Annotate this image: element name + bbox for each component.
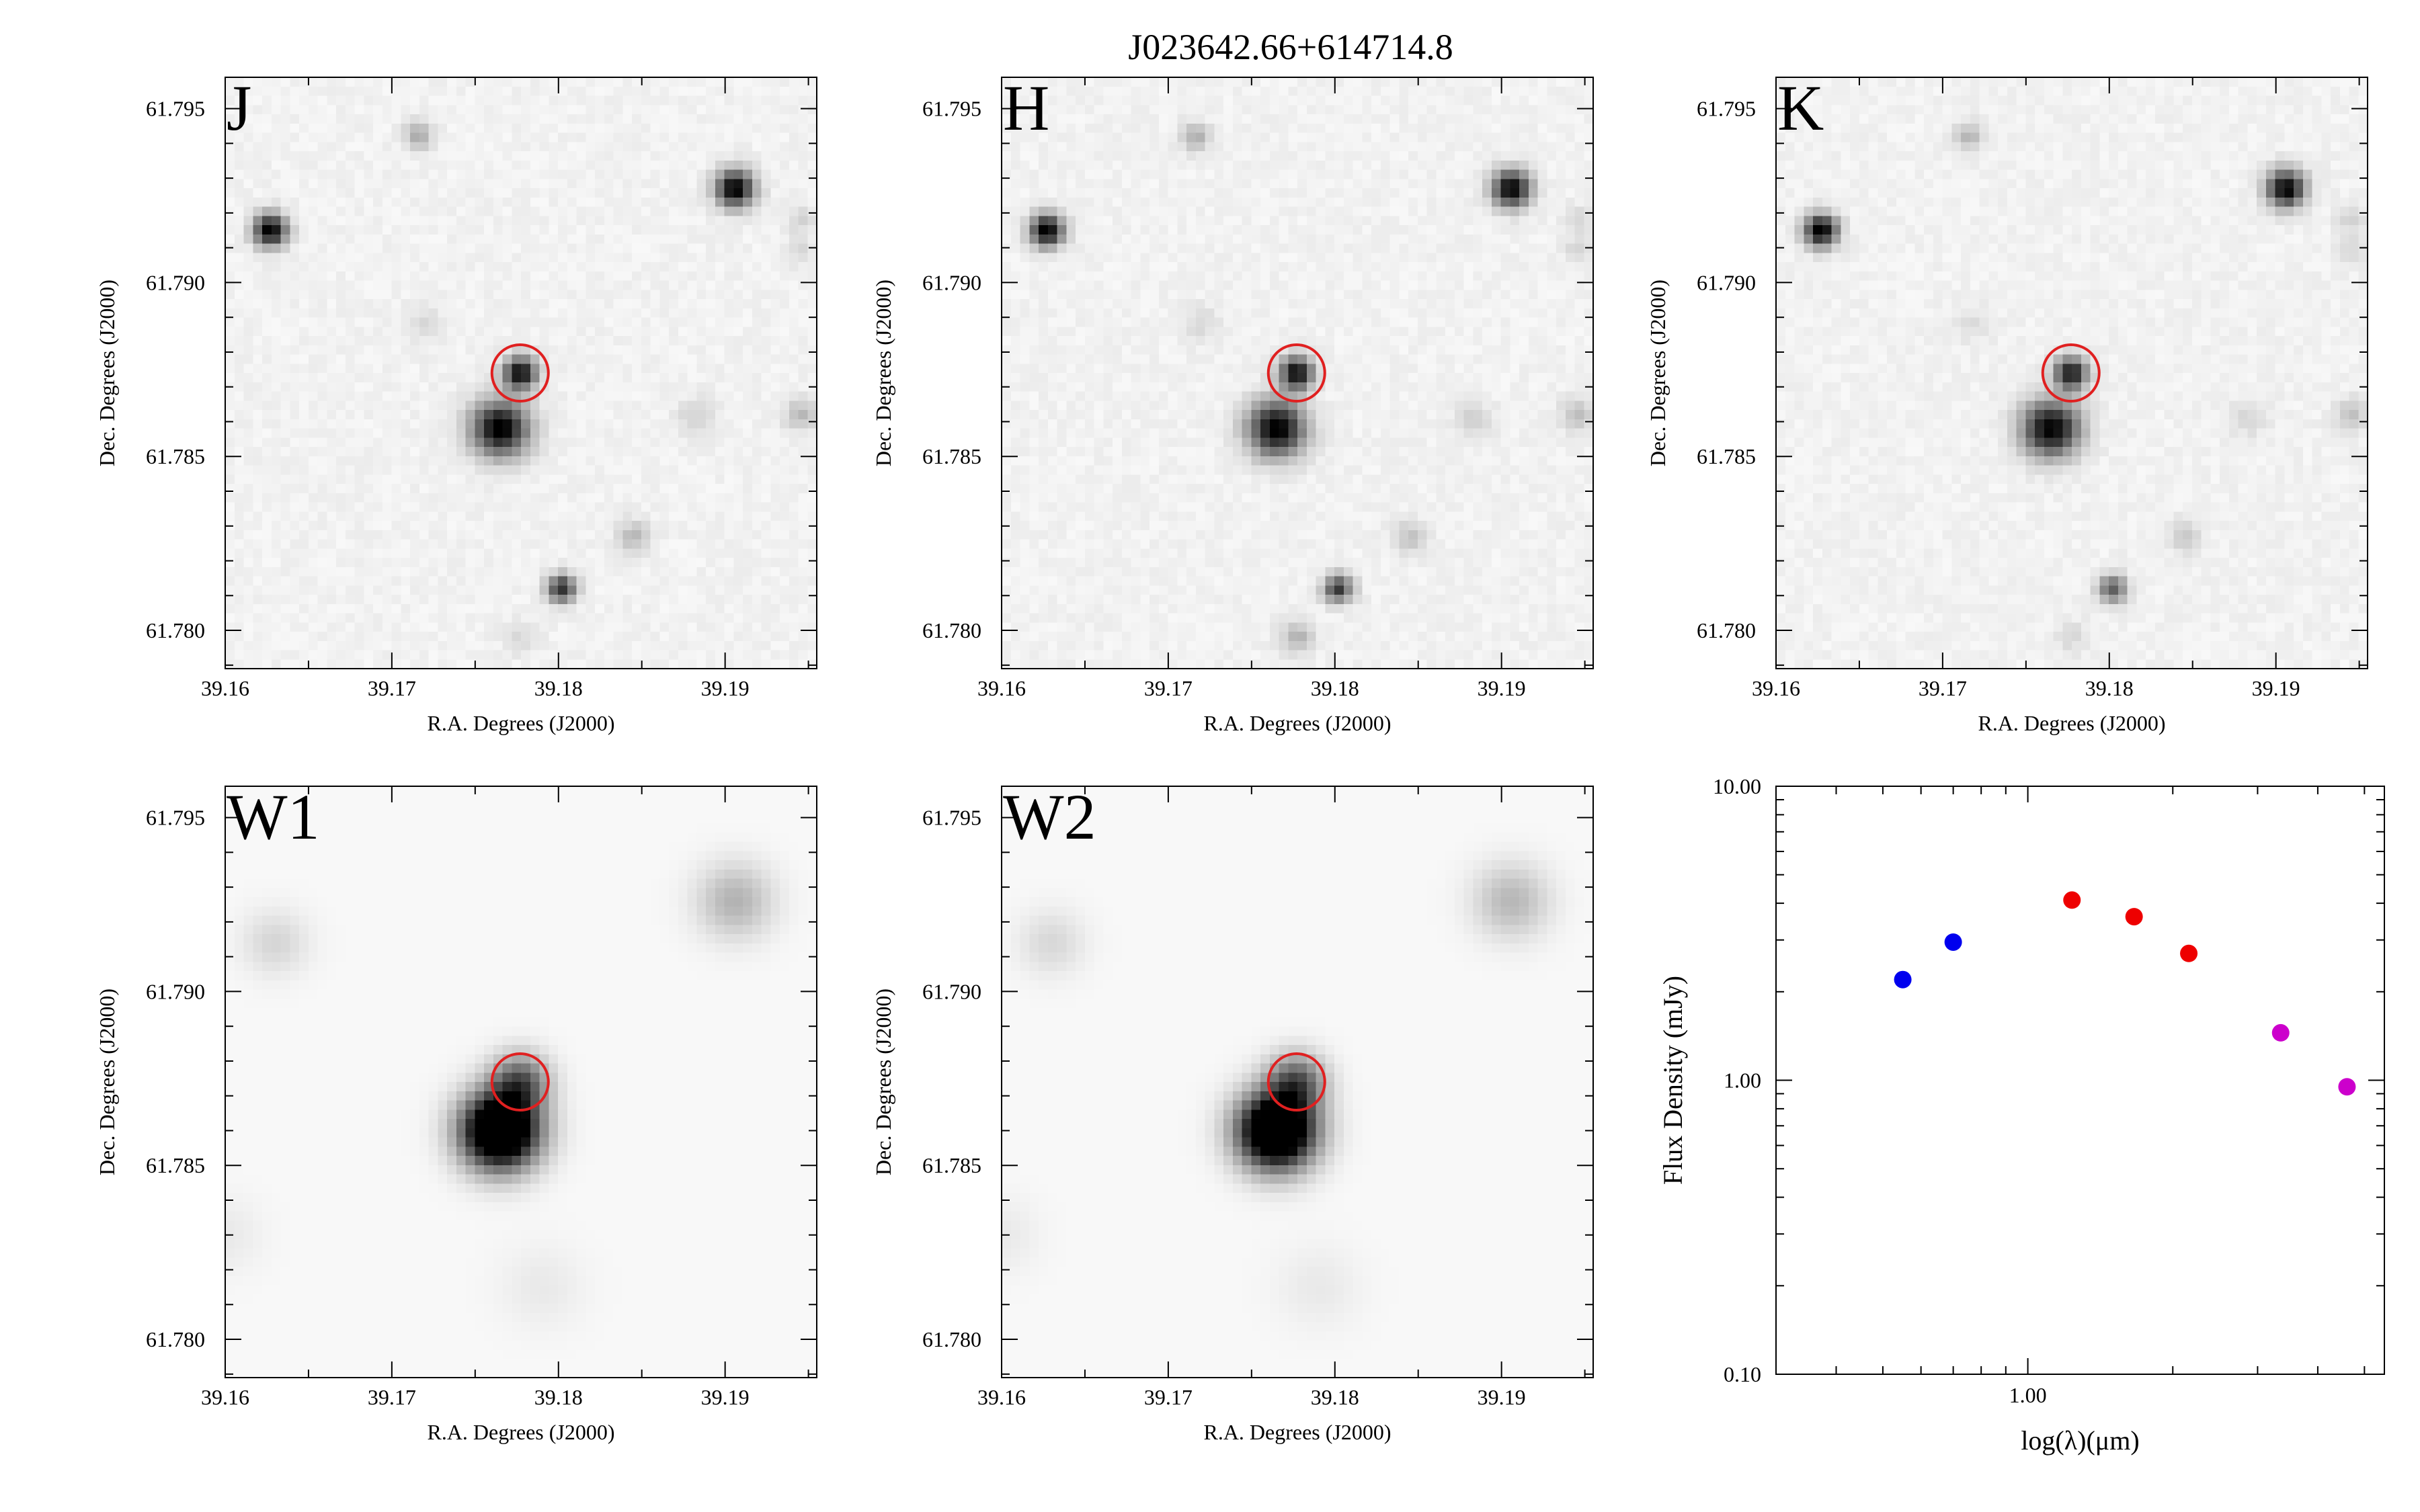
sed-y-tick-label: 1.00 xyxy=(1724,1068,1761,1093)
axes-frame xyxy=(1001,77,1594,669)
x-tick-label: 39.18 xyxy=(1311,1385,1359,1409)
aperture-circle xyxy=(1266,343,1326,403)
x-tick-label: 39.16 xyxy=(977,676,1026,700)
y-tick-label: 61.790 xyxy=(146,979,205,1003)
sed-point-nir xyxy=(2180,944,2198,962)
x-tick-label: 39.19 xyxy=(701,1385,750,1409)
y-tick-label: 61.795 xyxy=(146,97,205,121)
sed-point-mir xyxy=(2338,1078,2356,1096)
y-tick-label: 61.790 xyxy=(922,979,981,1003)
aperture-circle xyxy=(490,1052,550,1111)
x-tick-label: 39.18 xyxy=(1311,676,1359,700)
axes-frame xyxy=(225,786,817,1378)
y-tick-label: 61.785 xyxy=(146,444,205,468)
band-label-j: J xyxy=(227,72,251,144)
x-tick-label: 39.17 xyxy=(1144,676,1193,700)
image-h xyxy=(1002,77,1593,669)
x-axis-label: R.A. Degrees (J2000) xyxy=(1203,1420,1391,1444)
x-tick-label: 39.16 xyxy=(977,1385,1026,1409)
axes-frame xyxy=(1001,786,1594,1378)
axes-frame xyxy=(1775,77,2368,669)
y-tick-label: 61.795 xyxy=(922,806,981,830)
x-tick-label: 39.18 xyxy=(534,1385,583,1409)
panels-container: J 39.16 39.17 39.18 39.19 61.780 61.785 61.790 6… xyxy=(95,72,2385,1456)
image-panel-w1: W1 39.16 39.17 39.18 39.19 61.780 61.785 61.790… xyxy=(95,781,817,1444)
x-tick-label: 39.16 xyxy=(201,1385,249,1409)
image-w2 xyxy=(1002,786,1593,1378)
x-axis-label: R.A. Degrees (J2000) xyxy=(427,1420,614,1444)
x-tick-label: 39.19 xyxy=(701,676,750,700)
aperture-circle xyxy=(2041,343,2101,403)
sed-x-tick-label: 1.00 xyxy=(2009,1383,2047,1407)
aperture-circle xyxy=(1266,1052,1326,1111)
x-tick-label: 39.19 xyxy=(2252,676,2300,700)
band-label-w2: W2 xyxy=(1003,781,1096,853)
x-axis-label: R.A. Degrees (J2000) xyxy=(1203,711,1391,735)
sed-x-axis-label: log(λ)(μm) xyxy=(2021,1425,2139,1456)
sed-point-optical xyxy=(1944,933,1962,951)
y-tick-label: 61.795 xyxy=(146,806,205,830)
aperture-circle xyxy=(490,343,550,403)
y-tick-label: 61.780 xyxy=(146,1327,205,1351)
y-tick-label: 61.780 xyxy=(922,618,981,642)
y-axis-label: Dec. Degrees (J2000) xyxy=(871,280,895,466)
x-tick-label: 39.17 xyxy=(1144,1385,1193,1409)
x-tick-label: 39.16 xyxy=(201,676,249,700)
y-tick-label: 61.780 xyxy=(1697,618,1756,642)
axes-frame xyxy=(225,77,817,669)
x-tick-label: 39.18 xyxy=(2085,676,2134,700)
x-tick-label: 39.19 xyxy=(1478,676,1526,700)
y-tick-label: 61.780 xyxy=(922,1327,981,1351)
sed-point-nir xyxy=(2125,908,2143,926)
sed-point-mir xyxy=(2271,1023,2290,1042)
y-tick-label: 61.780 xyxy=(146,618,205,642)
sed-frame xyxy=(1775,786,2385,1375)
y-tick-label: 61.790 xyxy=(146,270,205,294)
figure-title: J023642.66+614714.8 xyxy=(1128,27,1453,67)
x-tick-label: 39.18 xyxy=(534,676,583,700)
image-w1 xyxy=(225,786,817,1378)
sed-y-tick-label: 0.10 xyxy=(1724,1362,1761,1386)
image-panel-k: K 39.16 39.17 39.18 39.19 61.780 61.785 61.790 6… xyxy=(1646,72,2368,735)
x-axis-label: R.A. Degrees (J2000) xyxy=(427,711,614,735)
y-axis-label: Dec. Degrees (J2000) xyxy=(95,280,119,466)
sed-y-axis-label: Flux Density (mJy) xyxy=(1658,976,1688,1185)
sed-y-tick-label: 10.00 xyxy=(1713,774,1761,798)
x-axis-label: R.A. Degrees (J2000) xyxy=(1978,711,2165,735)
x-tick-label: 39.19 xyxy=(1478,1385,1526,1409)
x-tick-label: 39.17 xyxy=(368,676,416,700)
x-tick-label: 39.17 xyxy=(1919,676,1967,700)
y-tick-label: 61.795 xyxy=(922,97,981,121)
x-tick-label: 39.17 xyxy=(368,1385,416,1409)
y-tick-label: 61.785 xyxy=(146,1153,205,1177)
y-tick-label: 61.785 xyxy=(922,1153,981,1177)
y-tick-label: 61.790 xyxy=(1697,270,1756,294)
band-label-w1: W1 xyxy=(227,781,320,853)
x-tick-label: 39.16 xyxy=(1752,676,1800,700)
y-tick-label: 61.790 xyxy=(922,270,981,294)
image-panel-h: H 39.16 39.17 39.18 39.19 61.780 61.785 61.790 6… xyxy=(871,72,1594,735)
sed-panel: 0.10 1.00 10.00 1.00 log(λ)(μm) Flux Density … xyxy=(1658,774,2385,1456)
image-k xyxy=(1776,77,2368,669)
image-j xyxy=(225,77,817,669)
y-axis-label: Dec. Degrees (J2000) xyxy=(1646,280,1670,466)
band-label-k: K xyxy=(1777,72,1824,144)
band-label-h: H xyxy=(1003,72,1049,144)
image-panel-j: J 39.16 39.17 39.18 39.19 61.780 61.785 61.790 6… xyxy=(95,72,817,735)
y-tick-label: 61.795 xyxy=(1697,97,1756,121)
y-tick-label: 61.785 xyxy=(1697,444,1756,468)
image-panel-w2: W2 39.16 39.17 39.18 39.19 61.780 61.785 61.790… xyxy=(871,781,1594,1444)
y-axis-label: Dec. Degrees (J2000) xyxy=(95,989,119,1175)
y-tick-label: 61.785 xyxy=(922,444,981,468)
sed-point-optical xyxy=(1894,970,1912,989)
y-axis-label: Dec. Degrees (J2000) xyxy=(871,989,895,1175)
sed-point-nir xyxy=(2063,891,2081,909)
